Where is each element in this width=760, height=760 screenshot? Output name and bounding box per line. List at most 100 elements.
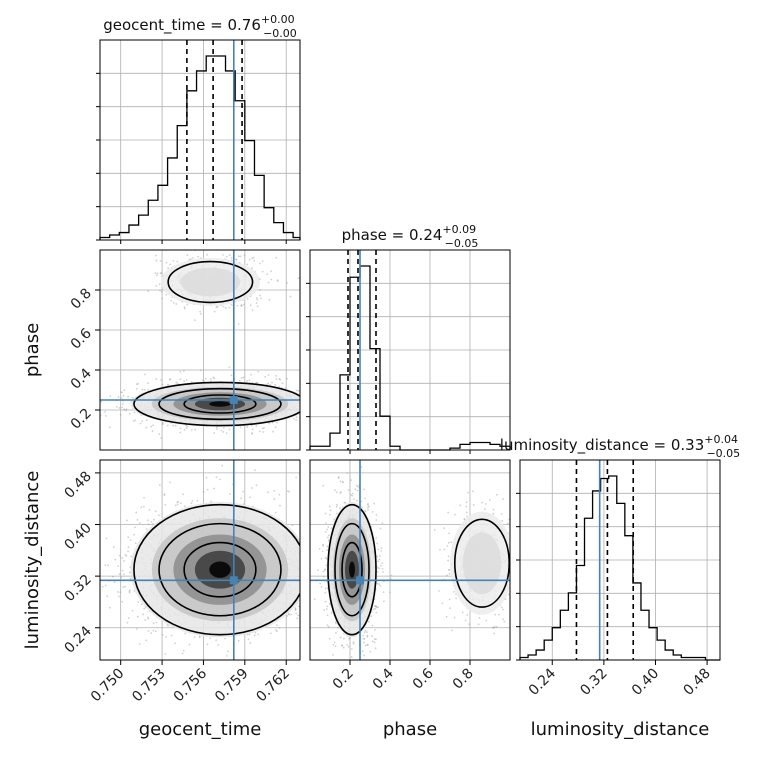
- sample-point: [249, 642, 252, 644]
- sample-point: [264, 375, 267, 378]
- sample-point: [176, 382, 179, 385]
- sample-point: [147, 290, 150, 293]
- sample-point: [291, 524, 294, 527]
- sample-point: [165, 636, 168, 638]
- sample-point: [145, 426, 148, 429]
- sample-point: [302, 557, 304, 559]
- sample-point: [112, 546, 115, 548]
- sample-point: [174, 504, 177, 507]
- sample-point: [303, 616, 305, 618]
- sample-point: [155, 274, 158, 277]
- sample-point: [183, 369, 185, 372]
- sample-point: [286, 377, 288, 380]
- sample-point: [174, 642, 176, 645]
- sample-point: [247, 638, 250, 640]
- sample-point: [184, 632, 187, 635]
- sample-point: [306, 584, 308, 586]
- sample-point: [107, 564, 109, 567]
- sample-point: [118, 595, 120, 598]
- sample-point: [150, 632, 153, 635]
- sample-point: [314, 396, 316, 398]
- sample-point: [125, 409, 127, 412]
- sample-point: [127, 395, 129, 398]
- sample-point: [154, 272, 157, 274]
- sample-point: [141, 388, 144, 391]
- sample-point: [222, 431, 225, 433]
- sample-point: [256, 298, 259, 301]
- histogram-phase: [309, 265, 511, 451]
- sample-point: [332, 417, 334, 419]
- sample-point: [304, 574, 306, 576]
- contour-line: [158, 522, 282, 617]
- sample-point: [199, 369, 202, 372]
- sample-point: [303, 397, 305, 399]
- sample-point: [251, 432, 254, 434]
- sample-point: [100, 400, 103, 403]
- sample-point: [119, 413, 122, 416]
- sample-point: [129, 539, 132, 541]
- sample-point: [273, 489, 276, 492]
- sample-point: [274, 426, 277, 429]
- sample-point: [251, 428, 254, 431]
- sample-point: [199, 310, 201, 313]
- panel-geocent_time-luminosity_distance-frame: [99, 459, 301, 661]
- sample-point: [138, 522, 141, 524]
- sample-point: [215, 476, 218, 479]
- sample-point: [121, 569, 124, 572]
- sample-point: [322, 420, 324, 422]
- sample-point: [161, 633, 164, 636]
- sample-point: [254, 631, 257, 634]
- sample-point: [179, 502, 182, 505]
- sample-point: [183, 429, 186, 431]
- sample-point: [154, 254, 157, 257]
- sample-point: [275, 624, 278, 627]
- sample-point: [176, 503, 179, 506]
- sample-point: [314, 398, 316, 400]
- sample-point: [136, 519, 139, 521]
- sample-point: [267, 382, 270, 385]
- sample-point: [190, 428, 193, 431]
- sample-point: [213, 432, 216, 434]
- sample-point: [115, 405, 118, 408]
- sample-point: [119, 591, 122, 594]
- sample-point: [281, 382, 284, 385]
- sample-point: [148, 509, 151, 511]
- sample-point: [318, 406, 320, 408]
- sample-point: [215, 306, 218, 309]
- sample-point: [147, 519, 149, 522]
- sample-point: [130, 555, 133, 558]
- sample-point: [76, 396, 78, 398]
- sample-point: [195, 248, 197, 250]
- sample-point: [104, 410, 107, 413]
- sample-point: [194, 428, 197, 431]
- sample-point: [123, 389, 126, 391]
- sample-point: [312, 414, 314, 416]
- sample-point: [221, 464, 223, 467]
- sample-point: [324, 405, 326, 407]
- sample-point: [246, 380, 248, 382]
- sample-point: [193, 319, 196, 322]
- sample-point: [181, 652, 184, 655]
- sample-point: [179, 378, 182, 381]
- sample-point: [161, 297, 163, 300]
- sample-point: [121, 406, 124, 409]
- sample-point: [143, 607, 146, 610]
- sample-point: [117, 396, 120, 398]
- sample-point: [186, 425, 189, 428]
- sample-point: [143, 496, 145, 499]
- sample-point: [120, 397, 123, 399]
- sample-point: [260, 297, 262, 300]
- sample-point: [215, 428, 218, 431]
- sample-point: [322, 398, 324, 400]
- sample-point: [213, 310, 216, 313]
- sample-point: [371, 635, 373, 637]
- sample-point: [311, 586, 313, 588]
- sample-point: [155, 621, 158, 624]
- sample-point: [259, 294, 261, 297]
- sample-point: [317, 419, 319, 421]
- sample-point: [152, 424, 154, 427]
- title-luminosity_distance: luminosity_distance = 0.33+0.04 −0.05: [500, 433, 740, 460]
- sample-point: [127, 536, 130, 539]
- sample-point: [238, 379, 241, 382]
- sample-point: [137, 601, 140, 603]
